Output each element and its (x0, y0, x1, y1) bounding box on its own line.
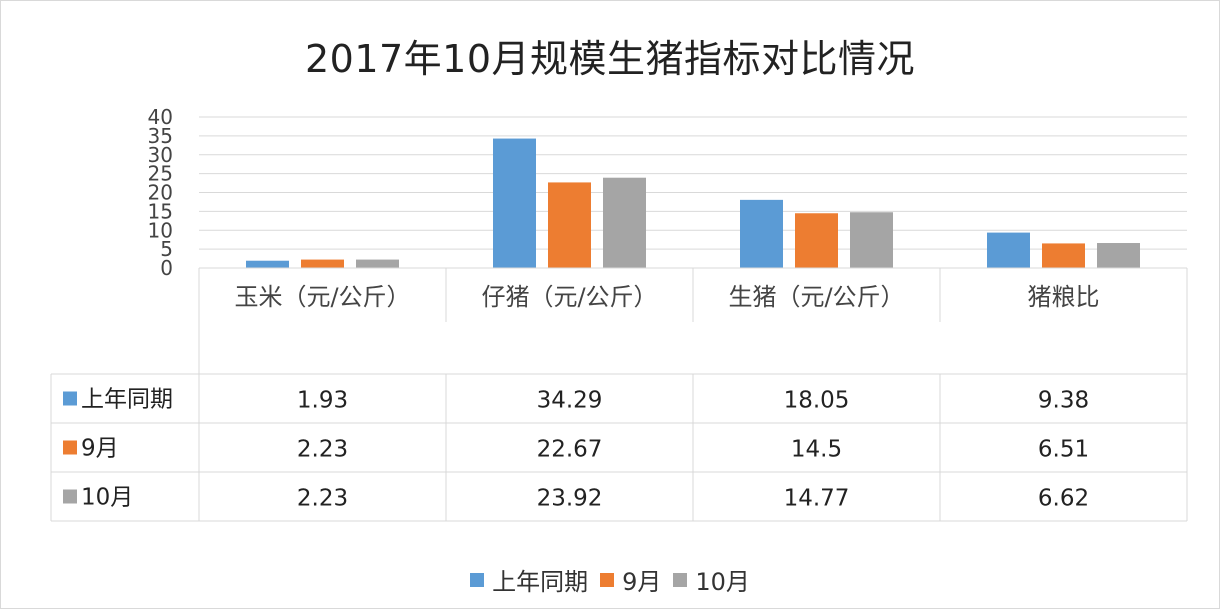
y-tick-label: 40 (148, 105, 173, 129)
series-label: 10月 (81, 485, 133, 511)
bar (493, 138, 536, 268)
table-cell: 9.38 (1038, 388, 1089, 414)
bar (740, 199, 783, 268)
series-label: 9月 (81, 436, 119, 462)
table-cell: 2.23 (297, 486, 348, 512)
y-tick-label: 10 (148, 218, 173, 242)
bar (301, 259, 344, 268)
legend-label: 上年同期 (492, 568, 589, 596)
table-cell: 6.51 (1038, 437, 1089, 463)
series-label: 上年同期 (81, 387, 173, 413)
category-label: 仔猪（元/公斤） (481, 283, 657, 311)
y-tick-label: 35 (148, 124, 173, 148)
legend-label: 9月 (622, 568, 662, 596)
y-tick-label: 20 (148, 181, 173, 205)
table-cell: 23.92 (537, 486, 603, 512)
table-cell: 14.5 (791, 437, 842, 463)
category-label: 猪粮比 (1028, 283, 1100, 311)
y-tick-label: 25 (148, 162, 173, 186)
bar (987, 232, 1030, 268)
y-tick-label: 30 (148, 143, 173, 167)
bar (795, 213, 838, 268)
bar (603, 177, 646, 268)
table-cell: 18.05 (784, 388, 850, 414)
legend-item: 9月 (600, 562, 661, 597)
legend-label: 10月 (695, 568, 750, 596)
y-tick-label: 5 (160, 237, 173, 261)
table-cell: 2.23 (297, 437, 348, 463)
table-cell: 6.62 (1038, 486, 1089, 512)
legend-swatch (600, 572, 615, 587)
table-cell: 1.93 (297, 388, 348, 414)
chart-title: 2017年10月规模生猪指标对比情况 (304, 37, 916, 81)
category-label: 玉米（元/公斤） (234, 283, 410, 311)
bar (548, 182, 591, 268)
y-tick-label: 15 (148, 199, 173, 223)
table-cell: 22.67 (537, 437, 603, 463)
table-cell: 34.29 (537, 388, 603, 414)
legend-swatch (673, 572, 688, 587)
category-label: 生猪（元/公斤） (728, 283, 904, 311)
series-swatch (63, 489, 77, 504)
legend-swatch (470, 572, 485, 587)
chart-legend: 上年同期 9月 10月 (0, 562, 1220, 597)
bar (246, 260, 289, 268)
legend-item: 上年同期 (470, 562, 588, 597)
legend-item: 10月 (673, 562, 750, 597)
bar (1042, 243, 1085, 268)
y-tick-label: 0 (160, 256, 173, 280)
table-cell: 14.77 (784, 486, 850, 512)
bar (1097, 243, 1140, 268)
series-swatch (63, 391, 77, 406)
bar (850, 212, 893, 268)
bar (356, 259, 399, 268)
series-swatch (63, 440, 77, 455)
